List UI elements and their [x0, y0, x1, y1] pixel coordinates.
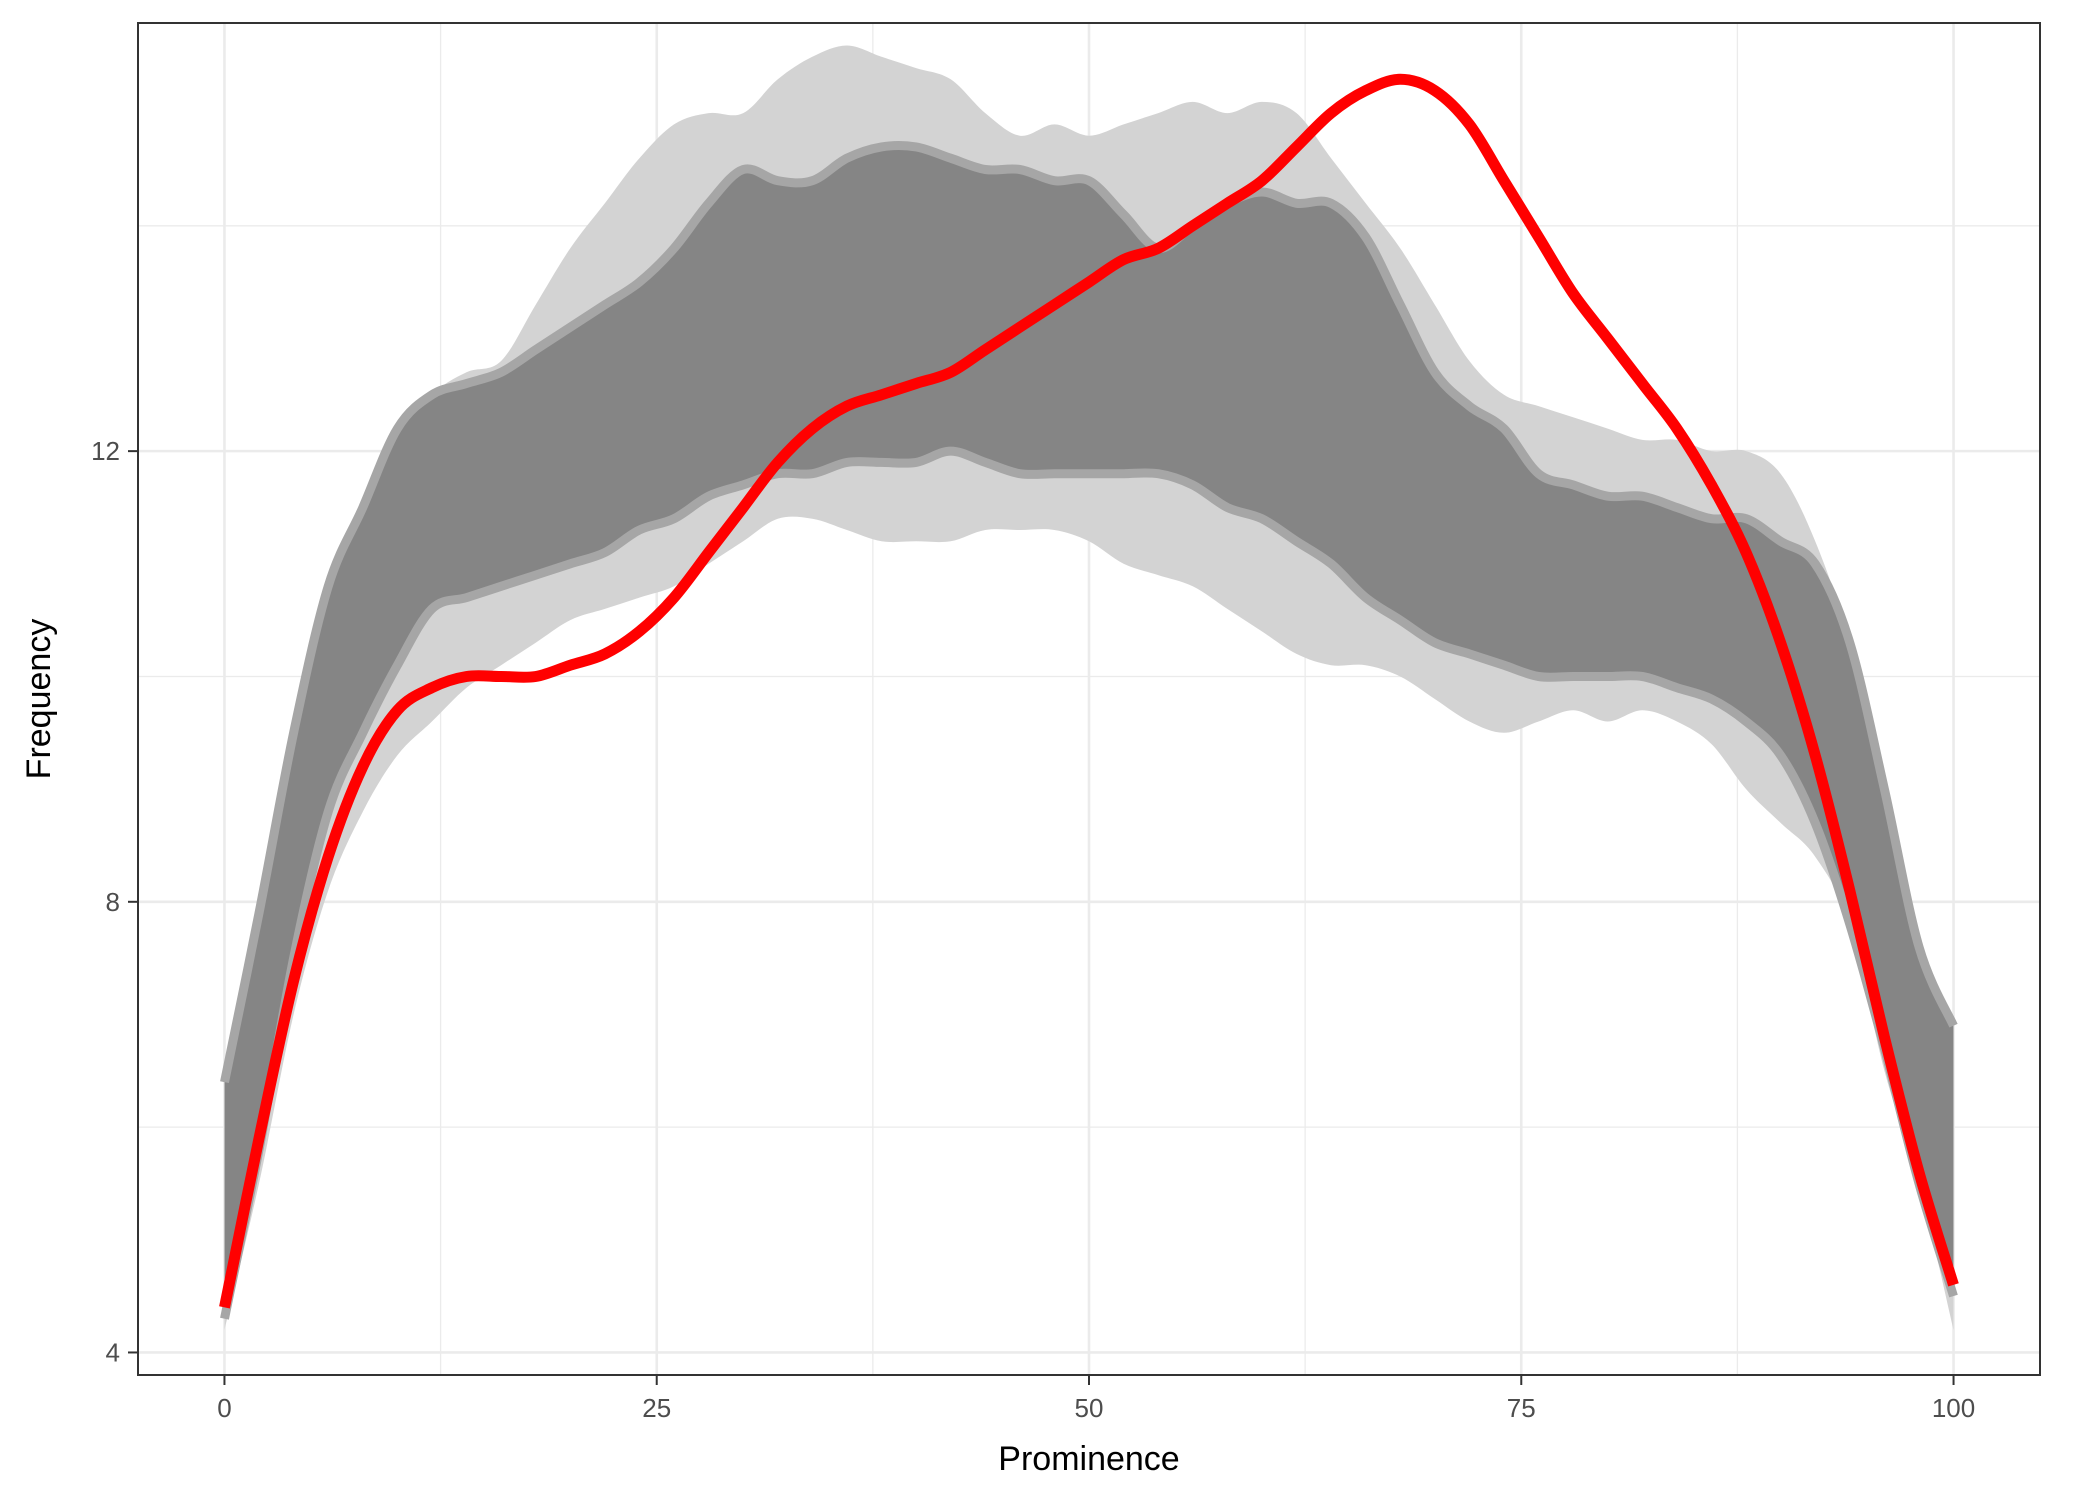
- band-inner-lower-edge: [220, 446, 1958, 1320]
- y-tick-label: 4: [106, 1337, 120, 1367]
- x-tick-label: 50: [1075, 1393, 1104, 1423]
- y-tick-label: 12: [91, 436, 120, 466]
- series-line-observed: [219, 73, 1959, 1309]
- x-tick-label: 0: [217, 1393, 231, 1423]
- bands: [220, 45, 1958, 1330]
- x-tick-label: 25: [642, 1393, 671, 1423]
- y-axis-title: Frequency: [20, 619, 58, 780]
- x-axis: 0 25 50 75 100: [217, 1375, 1975, 1423]
- y-tick-label: 8: [106, 887, 120, 917]
- band-inner: [224, 145, 1954, 1319]
- y-axis: 4 8 12: [91, 436, 138, 1367]
- band-inner-upper-edge: [220, 141, 1958, 1083]
- lines: [219, 73, 1959, 1309]
- x-tick-label: 100: [1932, 1393, 1975, 1423]
- x-axis-title: Prominence: [998, 1440, 1179, 1478]
- x-tick-label: 75: [1507, 1393, 1536, 1423]
